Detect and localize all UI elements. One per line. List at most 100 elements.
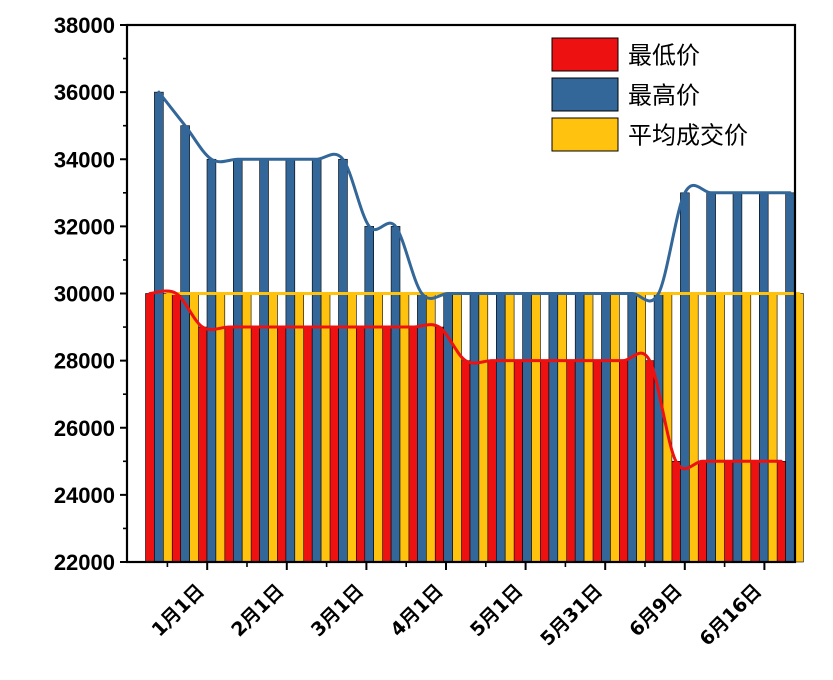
legend-swatch-1 xyxy=(551,77,619,112)
bar-s0-4 xyxy=(250,326,260,563)
bar-s1-13 xyxy=(495,293,506,563)
bar-s2-4 xyxy=(268,293,278,563)
x-tick-label-7: 6月16日 xyxy=(695,580,765,650)
y-tick-label-1: 24000 xyxy=(54,483,115,508)
bar-s1-4 xyxy=(259,158,269,563)
bar-s0-20 xyxy=(671,461,681,563)
bar-s2-16 xyxy=(583,293,594,563)
bar-s1-6 xyxy=(311,158,322,563)
bar-s2-17 xyxy=(610,293,620,563)
bar-s2-23 xyxy=(767,293,778,563)
bar-s2-1 xyxy=(189,293,199,563)
bar-s1-3 xyxy=(233,158,243,563)
bar-s0-0 xyxy=(145,293,155,563)
bar-s1-10 xyxy=(417,293,427,563)
bar-s0-15 xyxy=(539,360,550,563)
bar-s0-17 xyxy=(592,360,602,563)
y-tick-label-8: 38000 xyxy=(54,13,115,38)
line-s1 xyxy=(157,90,792,303)
bar-s1-5 xyxy=(285,158,296,563)
line-s0 xyxy=(148,289,783,471)
bar-s1-24 xyxy=(785,192,795,563)
bar-s1-21 xyxy=(706,192,716,563)
bar-s0-2 xyxy=(197,326,208,563)
legend-swatch-0 xyxy=(551,37,619,72)
bar-s2-7 xyxy=(347,293,357,563)
bar-s1-23 xyxy=(758,192,769,563)
y-tick-label-3: 28000 xyxy=(54,349,115,374)
x-tick-label-5: 5月31日 xyxy=(536,580,606,650)
bar-s1-20 xyxy=(680,192,690,563)
bar-s0-7 xyxy=(329,326,339,563)
bar-s1-16 xyxy=(574,293,585,563)
bar-s1-12 xyxy=(469,293,480,563)
bar-s2-15 xyxy=(557,293,567,563)
legend-label-1: 最高价 xyxy=(628,82,700,110)
bar-s1-15 xyxy=(548,293,559,563)
y-tick-label-6: 34000 xyxy=(54,147,115,172)
bar-s0-11 xyxy=(434,326,444,563)
bar-s2-10 xyxy=(425,293,436,563)
bar-s0-5 xyxy=(276,326,287,563)
x-tick-label-0: 1月1日 xyxy=(148,580,209,641)
x-tick-label-1: 2月1日 xyxy=(227,580,288,641)
bar-s2-9 xyxy=(399,293,410,563)
x-tick-label-3: 4月1日 xyxy=(386,580,447,641)
y-tick-label-2: 26000 xyxy=(54,416,115,441)
bar-s0-19 xyxy=(644,360,655,563)
bar-s1-9 xyxy=(390,226,401,563)
bar-s0-16 xyxy=(565,360,576,563)
bar-s2-11 xyxy=(452,293,462,563)
bar-s2-5 xyxy=(294,293,304,563)
bars-layer xyxy=(145,91,804,563)
bar-s2-3 xyxy=(241,293,252,563)
bar-s1-2 xyxy=(206,158,217,563)
bar-s1-8 xyxy=(364,226,374,563)
bar-s2-2 xyxy=(215,293,226,563)
bar-s0-3 xyxy=(224,326,234,563)
bar-s1-7 xyxy=(338,158,348,563)
legend-label-0: 最低价 xyxy=(628,42,700,70)
bar-s0-8 xyxy=(355,326,366,563)
legend-swatch-2 xyxy=(551,117,619,152)
bar-s0-12 xyxy=(460,360,471,563)
bar-s0-14 xyxy=(513,360,523,563)
bar-s0-24 xyxy=(776,461,786,563)
bar-s2-0 xyxy=(163,293,173,563)
bar-s1-0 xyxy=(154,91,164,563)
y-tick-label-4: 30000 xyxy=(54,282,115,307)
x-tick-label-4: 5月1日 xyxy=(466,580,527,641)
x-tick-label-6: 6月9日 xyxy=(625,580,686,641)
bar-s0-6 xyxy=(302,326,313,563)
bar-s1-1 xyxy=(180,125,190,563)
bar-s2-6 xyxy=(320,293,331,563)
bar-s2-20 xyxy=(688,293,699,563)
bar-s2-13 xyxy=(504,293,515,563)
bar-s2-21 xyxy=(715,293,725,563)
bar-s0-9 xyxy=(381,326,392,563)
bar-s1-18 xyxy=(627,293,637,563)
bar-s0-18 xyxy=(618,360,629,563)
bar-s2-18 xyxy=(636,293,646,563)
bar-s0-23 xyxy=(750,461,760,563)
bar-s2-8 xyxy=(373,293,383,563)
bar-s1-17 xyxy=(601,293,611,563)
bar-s0-10 xyxy=(408,326,418,563)
bar-s2-22 xyxy=(741,293,752,563)
bar-s1-22 xyxy=(732,192,743,563)
y-tick-label-5: 32000 xyxy=(54,214,115,239)
bar-s0-22 xyxy=(723,461,734,563)
legend-label-2: 平均成交价 xyxy=(628,122,748,150)
bar-s2-14 xyxy=(531,293,541,563)
lines-layer xyxy=(148,90,801,471)
bar-s0-1 xyxy=(171,293,182,563)
bar-s1-14 xyxy=(522,293,532,563)
y-tick-label-0: 22000 xyxy=(54,550,115,575)
x-tick-label-2: 3月1日 xyxy=(307,580,368,641)
bar-s1-19 xyxy=(653,293,664,563)
bar-s0-21 xyxy=(697,461,707,563)
y-tick-label-7: 36000 xyxy=(54,80,115,105)
bar-s2-12 xyxy=(478,293,489,563)
